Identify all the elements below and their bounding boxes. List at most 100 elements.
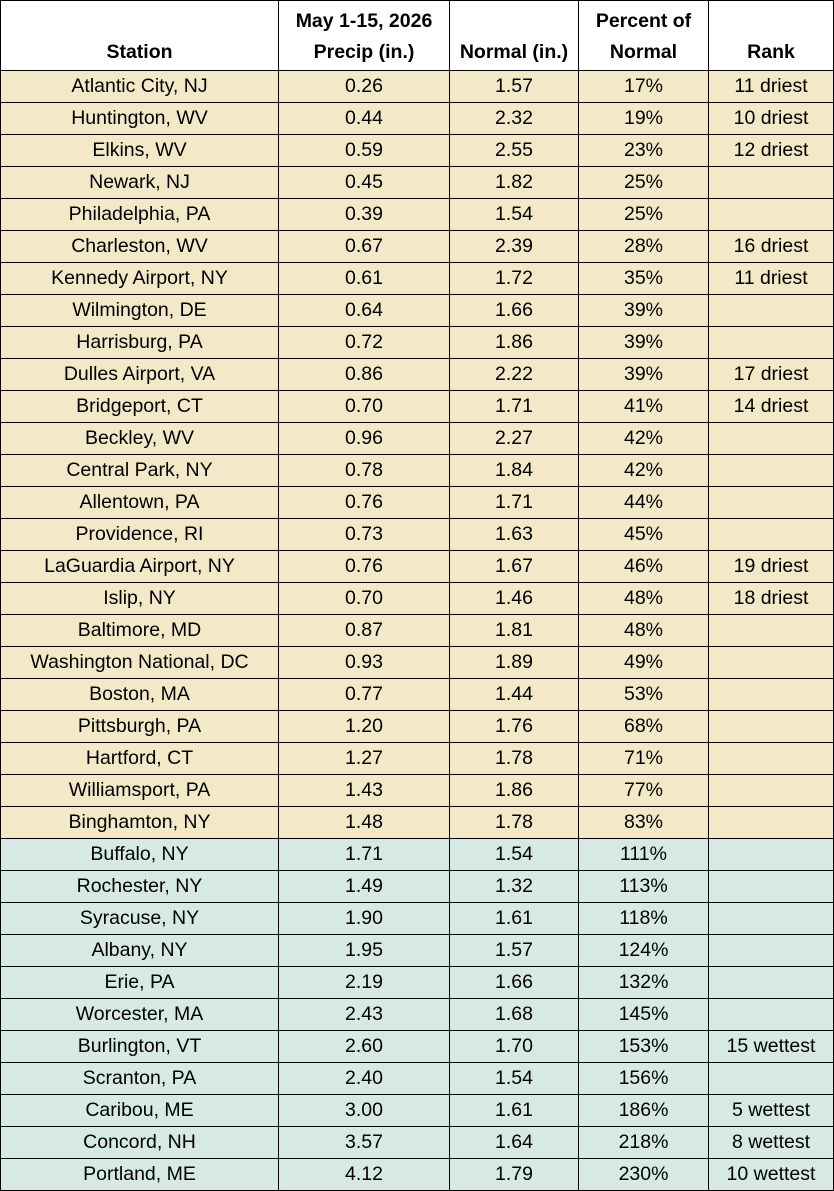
cell-normal: 1.67: [449, 550, 579, 583]
cell-rank: 18 driest: [708, 582, 834, 615]
cell-percent: 156%: [578, 1062, 709, 1095]
cell-precip: 0.70: [278, 390, 450, 423]
cell-percent: 45%: [578, 518, 709, 551]
cell-percent: 118%: [578, 902, 709, 935]
table-row: Worcester, MA 2.43 1.68 145%: [0, 998, 834, 1031]
cell-percent: 71%: [578, 742, 709, 775]
table-row: Williamsport, PA 1.43 1.86 77%: [0, 774, 834, 807]
cell-rank: 16 driest: [708, 230, 834, 263]
cell-percent: 39%: [578, 358, 709, 391]
cell-percent: 42%: [578, 422, 709, 455]
table-row: Burlington, VT 2.60 1.70 153% 15 wettest: [0, 1030, 834, 1063]
cell-precip: 3.57: [278, 1126, 450, 1159]
table-row: Newark, NJ 0.45 1.82 25%: [0, 166, 834, 199]
table-row: Providence, RI 0.73 1.63 45%: [0, 518, 834, 551]
cell-rank: [708, 838, 834, 871]
cell-percent: 153%: [578, 1030, 709, 1063]
cell-precip: 2.19: [278, 966, 450, 999]
cell-normal: 1.44: [449, 678, 579, 711]
cell-station: Buffalo, NY: [0, 838, 279, 871]
cell-rank: [708, 198, 834, 231]
cell-percent: 39%: [578, 326, 709, 359]
cell-precip: 4.12: [278, 1158, 450, 1191]
cell-rank: [708, 998, 834, 1031]
cell-normal: 1.78: [449, 742, 579, 775]
cell-percent: 111%: [578, 838, 709, 871]
cell-normal: 1.78: [449, 806, 579, 839]
cell-normal: 1.63: [449, 518, 579, 551]
cell-rank: [708, 934, 834, 967]
cell-percent: 35%: [578, 262, 709, 295]
cell-station: Hartford, CT: [0, 742, 279, 775]
cell-rank: 8 wettest: [708, 1126, 834, 1159]
cell-normal: 1.81: [449, 614, 579, 647]
table-row: Hartford, CT 1.27 1.78 71%: [0, 742, 834, 775]
cell-percent: 77%: [578, 774, 709, 807]
cell-percent: 48%: [578, 614, 709, 647]
cell-rank: [708, 1062, 834, 1095]
cell-normal: 2.27: [449, 422, 579, 455]
cell-station: LaGuardia Airport, NY: [0, 550, 279, 583]
cell-rank: [708, 166, 834, 199]
table-body: Atlantic City, NJ 0.26 1.57 17% 11 driest Hun…: [0, 70, 834, 1191]
cell-precip: 0.67: [278, 230, 450, 263]
cell-rank: 17 driest: [708, 358, 834, 391]
cell-rank: [708, 646, 834, 679]
cell-percent: 186%: [578, 1094, 709, 1127]
cell-precip: 0.76: [278, 550, 450, 583]
cell-station: Caribou, ME: [0, 1094, 279, 1127]
table-row: Albany, NY 1.95 1.57 124%: [0, 934, 834, 967]
cell-station: Burlington, VT: [0, 1030, 279, 1063]
table-row: Portland, ME 4.12 1.79 230% 10 wettest: [0, 1158, 834, 1191]
cell-percent: 145%: [578, 998, 709, 1031]
header-row: Station May 1-15, 2026 Precip (in.) Norm…: [0, 0, 834, 71]
cell-precip: 1.48: [278, 806, 450, 839]
cell-normal: 2.32: [449, 102, 579, 135]
cell-percent: 46%: [578, 550, 709, 583]
header-percent-line1: Percent of: [595, 10, 692, 32]
cell-rank: [708, 518, 834, 551]
cell-rank: [708, 710, 834, 743]
table-row: Central Park, NY 0.78 1.84 42%: [0, 454, 834, 487]
cell-precip: 2.40: [278, 1062, 450, 1095]
cell-percent: 28%: [578, 230, 709, 263]
table-row: Caribou, ME 3.00 1.61 186% 5 wettest: [0, 1094, 834, 1127]
cell-percent: 48%: [578, 582, 709, 615]
cell-percent: 53%: [578, 678, 709, 711]
cell-station: Wilmington, DE: [0, 294, 279, 327]
cell-normal: 2.22: [449, 358, 579, 391]
cell-station: Syracuse, NY: [0, 902, 279, 935]
table-row: Rochester, NY 1.49 1.32 113%: [0, 870, 834, 903]
table-header: Station May 1-15, 2026 Precip (in.) Norm…: [0, 0, 834, 71]
cell-precip: 1.49: [278, 870, 450, 903]
cell-precip: 0.87: [278, 614, 450, 647]
cell-rank: [708, 422, 834, 455]
header-precip-line1: May 1-15, 2026: [295, 10, 433, 32]
cell-station: Central Park, NY: [0, 454, 279, 487]
table-row: Allentown, PA 0.76 1.71 44%: [0, 486, 834, 519]
cell-normal: 1.64: [449, 1126, 579, 1159]
cell-station: Pittsburgh, PA: [0, 710, 279, 743]
cell-percent: 83%: [578, 806, 709, 839]
table-row: Dulles Airport, VA 0.86 2.22 39% 17 driest: [0, 358, 834, 391]
cell-precip: 3.00: [278, 1094, 450, 1127]
cell-precip: 0.44: [278, 102, 450, 135]
cell-station: Providence, RI: [0, 518, 279, 551]
cell-station: Albany, NY: [0, 934, 279, 967]
cell-rank: [708, 678, 834, 711]
table-row: Erie, PA 2.19 1.66 132%: [0, 966, 834, 999]
cell-percent: 42%: [578, 454, 709, 487]
cell-rank: [708, 774, 834, 807]
cell-station: Kennedy Airport, NY: [0, 262, 279, 295]
cell-precip: 0.61: [278, 262, 450, 295]
cell-station: Allentown, PA: [0, 486, 279, 519]
cell-percent: 44%: [578, 486, 709, 519]
header-station: Station: [0, 0, 279, 71]
cell-precip: 0.39: [278, 198, 450, 231]
header-rank: Rank: [708, 0, 834, 71]
cell-normal: 1.46: [449, 582, 579, 615]
cell-normal: 1.86: [449, 326, 579, 359]
cell-rank: [708, 902, 834, 935]
cell-percent: 49%: [578, 646, 709, 679]
